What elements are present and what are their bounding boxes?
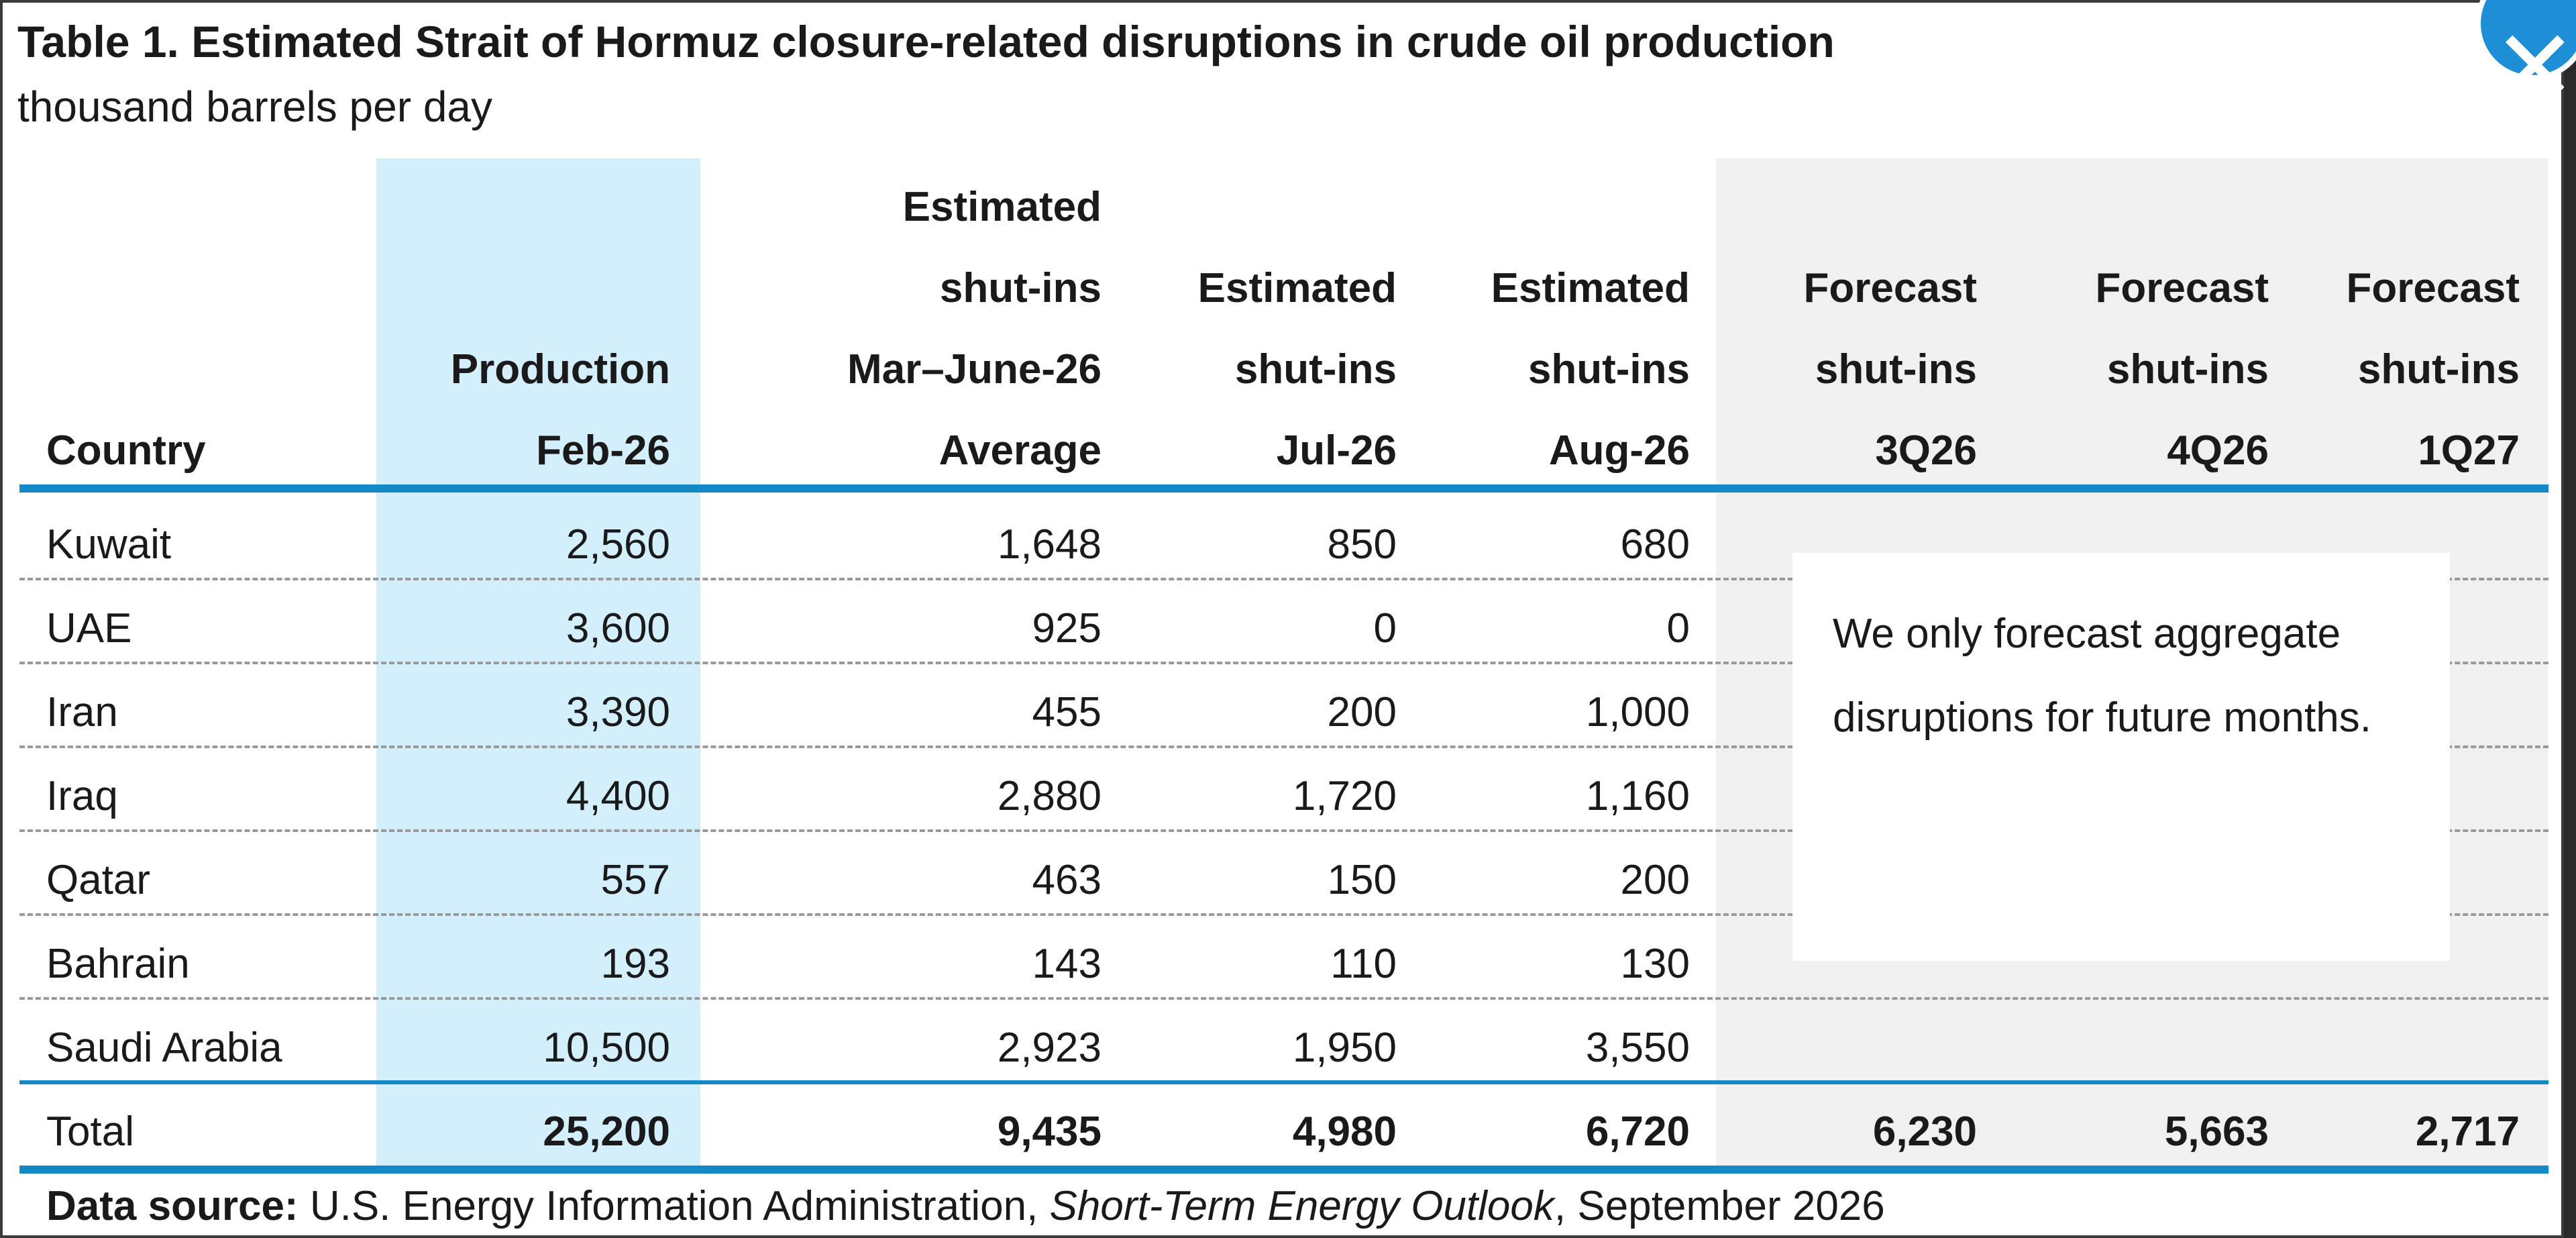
total-3q26: 6,230 bbox=[1872, 1108, 1977, 1155]
country-cell: UAE bbox=[46, 605, 132, 652]
production-cell: 193 bbox=[600, 941, 670, 987]
jul-cell: 1,950 bbox=[1292, 1025, 1397, 1071]
header-production: Production Feb-26 bbox=[450, 346, 670, 474]
aug-cell: 1,000 bbox=[1585, 689, 1690, 735]
jul-cell: 1,720 bbox=[1292, 773, 1397, 819]
table-title: Table 1. Estimated Strait of Hormuz clos… bbox=[17, 17, 1835, 66]
data-source: Data source: U.S. Energy Information Adm… bbox=[46, 1182, 1885, 1230]
country-cell: Iran bbox=[46, 689, 118, 735]
jul-cell: 200 bbox=[1327, 689, 1397, 735]
header-4q26: Forecast shut-ins 4Q26 bbox=[2095, 265, 2269, 474]
header-jul: Estimated shut-ins Jul-26 bbox=[1197, 265, 1397, 474]
total-aug: 6,720 bbox=[1585, 1108, 1690, 1155]
forecast-note-box: We only forecast aggregate disruptions f… bbox=[1792, 553, 2450, 961]
header-country: Country bbox=[46, 427, 206, 474]
jul-cell: 110 bbox=[1330, 941, 1397, 987]
aug-cell: 130 bbox=[1620, 941, 1690, 987]
total-4q26: 5,663 bbox=[2164, 1108, 2269, 1155]
country-cell: Saudi Arabia bbox=[46, 1025, 282, 1071]
data-source-date: , September 2026 bbox=[1554, 1183, 1885, 1229]
country-cell: Kuwait bbox=[46, 521, 172, 568]
close-button[interactable]: ✕ bbox=[2475, 0, 2576, 117]
production-cell: 3,600 bbox=[566, 605, 670, 652]
data-source-agency: U.S. Energy Information Administration, bbox=[309, 1183, 1038, 1229]
country-cell: Bahrain bbox=[46, 941, 190, 987]
aug-cell: 3,550 bbox=[1585, 1025, 1690, 1071]
production-cell: 4,400 bbox=[566, 773, 670, 819]
forecast-note: We only forecast aggregate disruptions f… bbox=[1833, 611, 2371, 741]
row-divider bbox=[19, 578, 2548, 580]
production-cell: 10,500 bbox=[543, 1025, 670, 1071]
row-divider bbox=[19, 997, 2548, 1000]
header-aug: Estimated shut-ins Aug-26 bbox=[1491, 265, 1690, 474]
total-mar-jun: 9,435 bbox=[997, 1108, 1102, 1155]
jul-cell: 150 bbox=[1327, 857, 1397, 903]
mar-jun-cell: 143 bbox=[1032, 941, 1102, 987]
jul-cell: 850 bbox=[1327, 521, 1397, 568]
total-label: Total bbox=[46, 1108, 134, 1155]
mar-jun-cell: 925 bbox=[1032, 605, 1102, 652]
mar-jun-cell: 463 bbox=[1032, 857, 1102, 903]
footer-rule bbox=[19, 1166, 2548, 1174]
mar-jun-cell: 1,648 bbox=[997, 521, 1102, 568]
row-divider bbox=[19, 662, 2548, 664]
mar-jun-cell: 2,880 bbox=[997, 773, 1102, 819]
total-jul: 4,980 bbox=[1292, 1108, 1397, 1155]
table-units: thousand barrels per day bbox=[17, 83, 492, 131]
mar-jun-cell: 2,923 bbox=[997, 1025, 1102, 1071]
production-column-band bbox=[376, 158, 700, 1172]
production-cell: 2,560 bbox=[566, 521, 670, 568]
row-divider bbox=[19, 745, 2548, 748]
jul-cell: 0 bbox=[1373, 605, 1397, 652]
production-cell: 557 bbox=[600, 857, 670, 903]
row-divider bbox=[19, 913, 2548, 916]
mar-jun-cell: 455 bbox=[1032, 689, 1102, 735]
production-cell: 3,390 bbox=[566, 689, 670, 735]
data-source-publication: Short-Term Energy Outlook bbox=[1049, 1183, 1554, 1229]
close-icon: ✕ bbox=[2493, 10, 2576, 123]
country-cell: Qatar bbox=[46, 857, 151, 903]
total-1q27: 2,717 bbox=[2415, 1108, 2520, 1155]
aug-cell: 1,160 bbox=[1585, 773, 1690, 819]
header-rule bbox=[19, 484, 2548, 493]
header-1q27: Forecast shut-ins 1Q27 bbox=[2346, 265, 2520, 474]
data-source-label: Data source: bbox=[46, 1183, 299, 1229]
header-mar-jun: Estimated shut-ins Mar–June-26 Average bbox=[847, 184, 1102, 474]
country-cell: Iraq bbox=[46, 773, 118, 819]
aug-cell: 200 bbox=[1620, 857, 1690, 903]
aug-cell: 0 bbox=[1666, 605, 1690, 652]
total-production: 25,200 bbox=[543, 1108, 670, 1155]
total-rule bbox=[19, 1080, 2548, 1084]
header-3q26: Forecast shut-ins 3Q26 bbox=[1803, 265, 1977, 474]
row-divider bbox=[19, 829, 2548, 832]
aug-cell: 680 bbox=[1620, 521, 1690, 568]
